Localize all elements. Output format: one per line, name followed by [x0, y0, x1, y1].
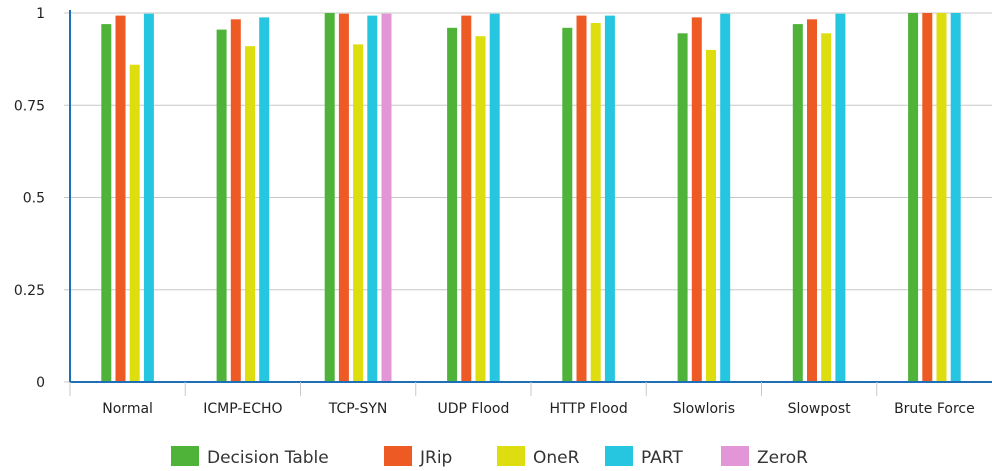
bar-part-icmp-echo	[259, 17, 270, 383]
x-tick-label: Normal	[102, 401, 153, 417]
y-tick-label: 0	[36, 375, 45, 391]
bar-jrip-icmp-echo	[230, 19, 241, 383]
legend-swatch-jrip	[384, 446, 412, 466]
bar-part-slowpost	[835, 13, 846, 382]
x-axis-ticks: Normal ICMP-ECHO TCP-SYN UDP Flood HTTP Floo…	[69, 382, 975, 417]
bar-part-http-flood	[604, 15, 615, 382]
legend-swatch-zeror	[721, 446, 749, 466]
bar-part-normal	[143, 13, 154, 382]
legend-label: JRip	[419, 448, 452, 468]
bar-oner-icmp-echo	[245, 46, 255, 382]
x-tick-label: ICMP-ECHO	[203, 401, 282, 417]
bar-decision-table-brute-force	[908, 13, 919, 382]
bar-oner-http-flood	[590, 23, 601, 382]
bar-oner-brute-force	[936, 13, 947, 382]
x-tick-label: UDP Flood	[437, 401, 509, 417]
bar-jrip-slowloris	[691, 17, 702, 383]
x-tick-label: Slowloris	[673, 401, 735, 417]
bar-decision-table-tcp-syn	[324, 13, 335, 382]
legend: Decision Table JRip OneR PART ZeroR	[171, 446, 808, 468]
x-tick-label: HTTP Flood	[549, 401, 627, 417]
bar-oner-udp-flood	[475, 36, 486, 382]
bar-zeror-tcp-syn	[381, 13, 392, 382]
y-tick-label: 1	[36, 6, 45, 22]
legend-swatch-oner	[497, 446, 525, 466]
bar-jrip-udp-flood	[461, 15, 472, 382]
bar-jrip-http-flood	[576, 15, 587, 382]
legend-swatch-part	[605, 446, 633, 466]
x-tick-label: Brute Force	[894, 401, 975, 417]
legend-swatch-decision-table	[171, 446, 199, 466]
y-tick-label: 0.5	[23, 191, 45, 207]
bar-part-slowloris	[720, 13, 731, 382]
bar-oner-tcp-syn	[353, 44, 364, 383]
x-tick-label: TCP-SYN	[328, 401, 388, 417]
bar-part-udp-flood	[489, 13, 500, 382]
bar-part-tcp-syn	[367, 15, 378, 382]
x-tick-label: Slowpost	[788, 401, 852, 417]
bar-decision-table-udp-flood	[447, 27, 458, 383]
bar-oner-normal	[129, 64, 140, 382]
y-axis-ticks: 0 0.25 0.5 0.75 1	[14, 6, 70, 391]
bar-decision-table-http-flood	[562, 27, 573, 383]
bar-oner-slowpost	[821, 33, 832, 383]
bar-decision-table-icmp-echo	[216, 29, 227, 382]
y-tick-label: 0.75	[14, 98, 45, 114]
bar-jrip-brute-force	[922, 13, 933, 382]
legend-label: ZeroR	[757, 448, 808, 468]
bar-oner-slowloris	[706, 49, 716, 383]
bars	[101, 13, 961, 383]
bar-jrip-normal	[115, 15, 126, 382]
bar-part-brute-force	[950, 13, 961, 382]
bar-jrip-tcp-syn	[338, 13, 349, 382]
bar-jrip-slowpost	[807, 19, 817, 383]
legend-label: PART	[641, 448, 683, 468]
bar-decision-table-normal	[101, 24, 112, 382]
bar-decision-table-slowloris	[677, 33, 688, 383]
gridlines	[70, 12, 992, 291]
legend-label: Decision Table	[207, 448, 329, 468]
legend-label: OneR	[533, 448, 580, 468]
y-tick-label: 0.25	[14, 283, 45, 299]
bar-decision-table-slowpost	[792, 24, 803, 382]
